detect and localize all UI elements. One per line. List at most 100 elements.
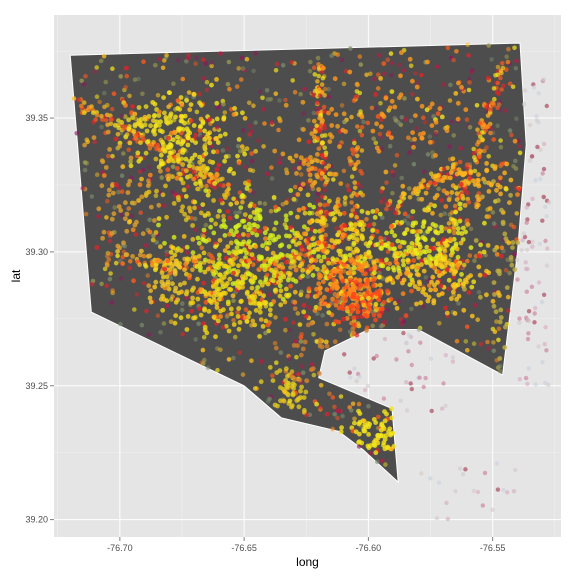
incident-point — [246, 227, 251, 233]
incident-point — [167, 267, 173, 272]
incident-point — [343, 278, 349, 284]
incident-point — [174, 166, 180, 171]
incident-point — [223, 255, 229, 261]
incident-point — [452, 285, 457, 290]
incident-point — [488, 130, 493, 136]
incident-point — [164, 52, 169, 58]
incident-point — [235, 310, 240, 315]
incident-point — [210, 269, 216, 274]
incident-point — [125, 190, 131, 196]
incident-point — [213, 176, 219, 182]
incident-point — [213, 334, 218, 340]
incident-point — [332, 412, 338, 417]
incident-point — [178, 315, 184, 321]
incident-point — [350, 151, 356, 157]
incident-point — [450, 156, 456, 162]
incident-point — [202, 269, 208, 275]
incident-point — [441, 174, 447, 180]
incident-point — [217, 272, 223, 278]
incident-point — [389, 206, 394, 212]
incident-point — [300, 346, 306, 352]
incident-point — [434, 192, 440, 198]
incident-point — [132, 307, 137, 312]
incident-point — [154, 240, 159, 245]
incident-point — [340, 413, 345, 419]
incident-point — [452, 203, 458, 209]
incident-point — [387, 275, 393, 281]
incident-point — [499, 87, 504, 92]
incident-point — [176, 127, 182, 133]
outlier-point — [381, 396, 387, 401]
outlier-point — [418, 340, 423, 345]
incident-point — [226, 168, 232, 174]
incident-point — [272, 148, 278, 154]
incident-point — [495, 80, 501, 86]
incident-point — [318, 383, 324, 388]
incident-point — [484, 292, 489, 298]
incident-point — [373, 317, 378, 323]
incident-point — [235, 240, 241, 246]
incident-point — [412, 284, 418, 289]
incident-point — [453, 91, 459, 96]
incident-point — [187, 205, 192, 211]
incident-point — [429, 101, 435, 107]
incident-point — [420, 224, 426, 230]
incident-point — [311, 92, 317, 98]
incident-point — [468, 226, 474, 232]
incident-point — [502, 170, 507, 176]
incident-point — [484, 161, 489, 166]
incident-point — [476, 139, 482, 145]
incident-point — [185, 135, 191, 141]
incident-point — [359, 440, 365, 446]
incident-point — [348, 46, 353, 51]
x-tick-label: -76.60 — [356, 543, 382, 553]
outlier-point — [444, 500, 449, 506]
incident-point — [294, 354, 299, 360]
incident-point — [378, 324, 384, 329]
incident-point — [202, 357, 207, 363]
incident-point — [421, 304, 426, 309]
incident-point — [466, 87, 472, 93]
incident-point — [249, 158, 255, 164]
incident-point — [290, 381, 296, 387]
outlier-point — [526, 331, 531, 336]
incident-point — [474, 103, 480, 108]
incident-point — [231, 196, 236, 202]
incident-point — [220, 281, 225, 286]
incident-point — [490, 326, 496, 332]
incident-point — [475, 127, 480, 132]
incident-point — [271, 299, 277, 304]
incident-point — [201, 76, 207, 81]
incident-point — [102, 266, 108, 272]
outlier-point — [527, 122, 533, 128]
incident-point — [446, 286, 451, 292]
incident-point — [335, 123, 340, 129]
incident-point — [183, 194, 189, 199]
incident-point — [486, 214, 492, 220]
incident-point — [295, 192, 301, 197]
incident-point — [450, 164, 456, 170]
incident-points — [71, 42, 523, 467]
incident-point — [192, 315, 198, 320]
incident-point — [247, 310, 252, 316]
incident-point — [164, 214, 170, 220]
incident-point — [478, 242, 483, 248]
incident-point — [384, 180, 389, 185]
outlier-point — [443, 403, 448, 408]
outlier-point — [542, 141, 547, 147]
incident-point — [208, 224, 214, 230]
incident-point — [334, 226, 339, 231]
incident-point — [503, 236, 509, 242]
incident-point — [384, 206, 389, 212]
incident-point — [259, 263, 265, 269]
incident-point — [323, 152, 329, 158]
incident-point — [83, 73, 88, 79]
incident-point — [103, 117, 109, 123]
incident-point — [414, 84, 420, 90]
incident-point — [298, 352, 304, 358]
incident-point — [101, 229, 107, 235]
incident-point — [197, 306, 202, 312]
incident-point — [186, 163, 192, 169]
incident-point — [463, 339, 469, 344]
outlier-point — [347, 370, 352, 375]
